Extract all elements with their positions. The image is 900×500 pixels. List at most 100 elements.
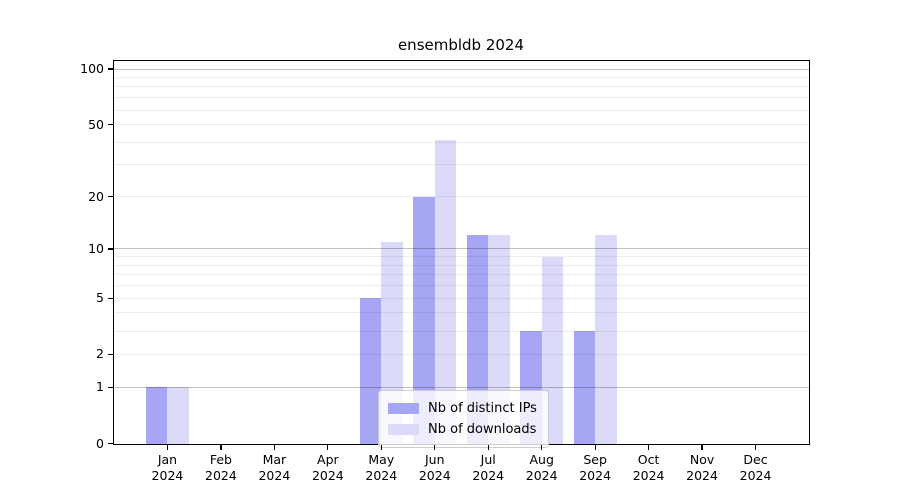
bar-nb-of-distinct-ips-jun	[413, 196, 435, 444]
x-tick-label-apr: Apr 2024	[296, 452, 360, 485]
minor-gridline-70	[114, 97, 809, 99]
major-gridline-1	[114, 386, 809, 388]
x-tick-label-sep: Sep 2024	[563, 452, 627, 485]
bar-nb-of-downloads-sep	[595, 235, 617, 444]
minor-gridline-6	[114, 285, 809, 287]
y-tick-label-20: 20	[88, 188, 104, 204]
x-tick-month: Aug	[529, 451, 554, 467]
x-tick-month: Dec	[743, 451, 768, 467]
x-tick-month: Apr	[317, 451, 339, 467]
x-tick-label-jun: Jun 2024	[403, 452, 467, 485]
minor-gridline-90	[114, 77, 809, 79]
minor-gridline-20	[114, 196, 809, 197]
minor-gridline-30	[114, 164, 809, 166]
x-tick-year: 2024	[205, 468, 237, 483]
minor-gridline-40	[114, 141, 809, 143]
x-tick-year: 2024	[525, 468, 558, 483]
x-tick-label-jul: Jul 2024	[456, 452, 520, 485]
x-tick-month: May	[368, 451, 395, 467]
minor-gridline-2	[114, 353, 809, 355]
x-tick-month: Oct	[637, 451, 660, 467]
x-tick-label-aug: Aug 2024	[510, 452, 574, 485]
x-tick-month: Sep	[583, 451, 607, 467]
legend-label-downloads: Nb of downloads	[428, 422, 537, 437]
y-tick-mark-2	[108, 353, 113, 355]
x-tick-mark-oct	[648, 444, 650, 450]
x-tick-label-may: May 2024	[349, 452, 413, 485]
x-tick-year: 2024	[632, 468, 665, 483]
legend-label-distinct-ips: Nb of distinct IPs	[428, 401, 537, 416]
y-tick-label-0: 0	[96, 435, 104, 451]
x-tick-mark-sep	[594, 444, 596, 450]
x-tick-month: Jun	[425, 451, 445, 467]
y-tick-label-100: 100	[80, 61, 104, 77]
x-tick-month: Nov	[689, 451, 715, 467]
chart-title: ensembldb 2024	[397, 36, 525, 54]
minor-gridline-60	[114, 109, 809, 111]
bar-nb-of-distinct-ips-may	[359, 298, 382, 444]
bar-nb-of-downloads-jun	[434, 140, 457, 444]
minor-gridline-50	[114, 124, 809, 126]
x-tick-mark-jul	[487, 444, 489, 450]
x-tick-year: 2024	[258, 468, 291, 483]
x-tick-year: 2024	[686, 468, 718, 483]
y-tick-mark-0	[108, 442, 113, 445]
x-tick-mark-aug	[541, 444, 543, 450]
y-tick-label-50: 50	[88, 116, 104, 132]
bar-nb-of-downloads-jan	[167, 387, 189, 444]
y-tick-label-2: 2	[96, 346, 104, 362]
x-tick-year: 2024	[365, 468, 398, 483]
y-tick-label-10: 10	[88, 240, 104, 256]
major-gridline-10	[114, 248, 809, 250]
minor-gridline-7	[114, 274, 809, 276]
x-tick-mark-feb	[220, 444, 222, 450]
y-tick-mark-10	[108, 248, 113, 250]
minor-gridline-80	[114, 86, 809, 88]
x-tick-mark-jun	[434, 444, 436, 450]
x-tick-mark-nov	[701, 444, 703, 450]
x-tick-year: 2024	[311, 468, 344, 483]
x-tick-month: Jan	[157, 451, 178, 467]
minor-gridline-9	[114, 256, 809, 258]
minor-gridline-3	[114, 330, 809, 332]
x-tick-label-nov: Nov 2024	[670, 452, 734, 485]
x-tick-year: 2024	[579, 468, 612, 483]
bar-nb-of-distinct-ips-sep	[573, 331, 596, 444]
x-tick-label-feb: Feb 2024	[189, 452, 253, 485]
x-tick-mark-may	[380, 444, 382, 450]
legend-swatch-downloads	[388, 424, 419, 435]
y-tick-mark-1	[108, 386, 113, 388]
x-tick-month: Mar	[262, 451, 287, 467]
y-tick-label-5: 5	[96, 290, 104, 306]
legend: Nb of distinct IPs Nb of downloads	[378, 390, 549, 448]
y-tick-mark-100	[108, 68, 113, 70]
minor-gridline-8	[114, 264, 809, 266]
x-tick-mark-dec	[754, 444, 757, 450]
y-tick-mark-50	[108, 123, 113, 126]
y-tick-mark-20	[108, 195, 113, 198]
x-tick-month: Feb	[209, 451, 232, 467]
x-tick-label-dec: Dec 2024	[724, 452, 788, 485]
x-tick-label-jan: Jan 2024	[135, 452, 199, 485]
legend-entry-distinct-ips: Nb of distinct IPs	[388, 398, 537, 419]
x-tick-month: Jul	[480, 451, 496, 467]
minor-gridline-4	[114, 312, 809, 314]
y-tick-mark-5	[108, 297, 113, 299]
minor-gridline-5	[114, 297, 809, 299]
x-tick-year: 2024	[472, 468, 505, 483]
legend-swatch-distinct-ips	[388, 403, 419, 414]
bar-nb-of-distinct-ips-jan	[145, 387, 168, 444]
plot-area: Nb of distinct IPs Nb of downloads	[113, 60, 810, 448]
x-tick-year: 2024	[418, 468, 451, 483]
y-tick-label-1: 1	[96, 379, 104, 395]
x-tick-year: 2024	[151, 468, 184, 483]
x-tick-year: 2024	[739, 468, 772, 483]
x-tick-label-mar: Mar 2024	[242, 452, 306, 485]
legend-entry-downloads: Nb of downloads	[388, 419, 537, 440]
x-tick-mark-jan	[166, 444, 169, 450]
x-tick-label-oct: Oct 2024	[617, 452, 681, 485]
x-tick-mark-apr	[327, 444, 329, 450]
x-tick-mark-mar	[273, 444, 275, 450]
major-gridline-100	[114, 68, 809, 70]
